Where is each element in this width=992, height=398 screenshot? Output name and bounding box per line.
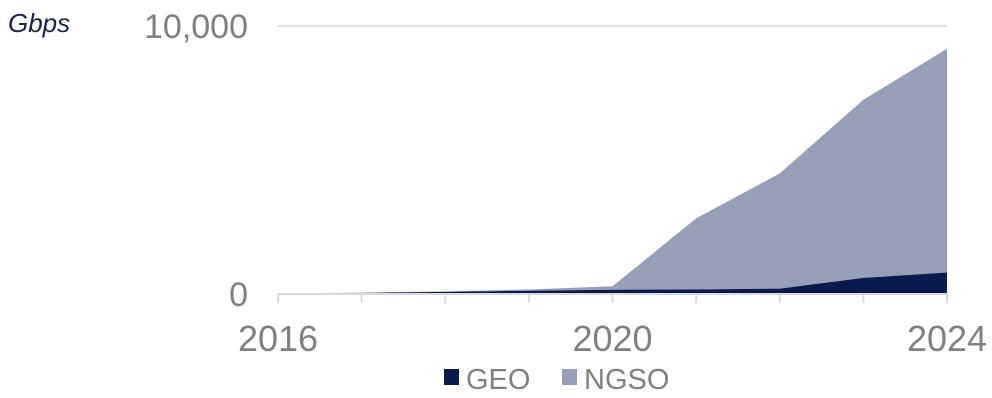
legend-swatch-ngso — [562, 369, 577, 385]
area-ngso — [278, 48, 947, 294]
legend-label-geo: GEO — [466, 364, 530, 396]
x-tick-2020: 2020 — [572, 318, 652, 359]
plot-areas — [278, 48, 947, 294]
y-tick-0: 0 — [229, 276, 248, 314]
y-tick-labels: 0 10,000 — [144, 8, 248, 314]
x-tick-2016: 2016 — [238, 318, 318, 359]
y-tick-10000: 10,000 — [144, 8, 248, 46]
legend-swatch-geo — [444, 369, 459, 385]
x-tick-labels: 2016 2020 2024 — [238, 318, 987, 359]
x-minor-ticks — [277, 294, 948, 303]
area-geo — [278, 272, 947, 294]
y-unit-label: Gbps — [8, 8, 70, 38]
legend-label-ngso: NGSO — [584, 364, 669, 396]
x-tick-2024: 2024 — [907, 318, 987, 359]
legend: GEO NGSO — [444, 364, 669, 396]
